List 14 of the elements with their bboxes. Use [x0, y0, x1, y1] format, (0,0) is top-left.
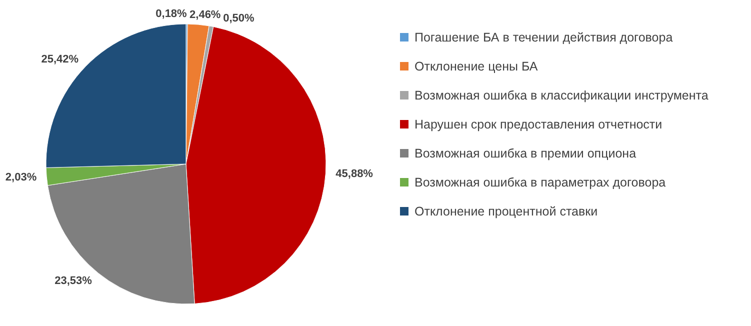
legend-label: Возможная ошибка в классификации инструмента	[414, 88, 708, 102]
legend-label: Отклонение процентной ставки	[414, 204, 598, 218]
data-label: 0,50%	[223, 12, 255, 25]
legend-label: Возможная ошибка в премии опциона	[414, 146, 636, 160]
data-label: 45,88%	[336, 168, 374, 180]
data-label: 25,42%	[41, 53, 79, 66]
legend-label: Отклонение цены БА	[414, 59, 538, 74]
legend-label: Возможная ошибка в параметрах договора	[414, 175, 666, 190]
data-label: 2,46%	[190, 9, 221, 22]
data-label: 23,53%	[54, 274, 92, 287]
data-label: 0,18%	[156, 8, 188, 20]
legend-label: Нарушен срок предоставления отчетности	[414, 117, 662, 132]
legend-label: Погашение БА в течении действия договора	[414, 30, 673, 44]
data-label: 2,03%	[5, 172, 37, 184]
